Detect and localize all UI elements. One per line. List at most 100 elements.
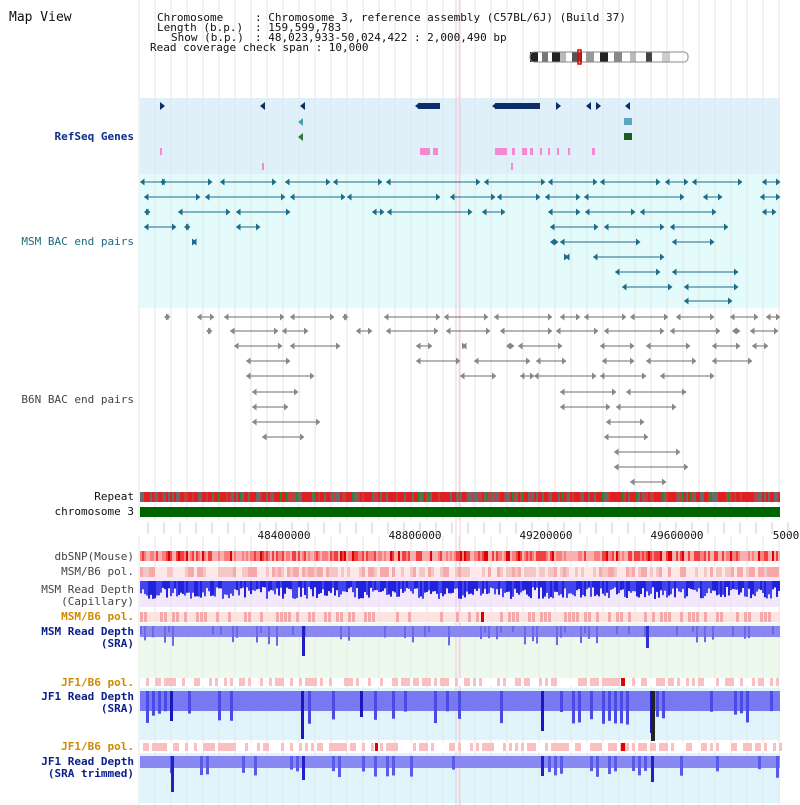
dbsnp-density bbox=[508, 551, 510, 561]
dbsnp-density bbox=[394, 551, 396, 561]
dbsnp-density bbox=[652, 551, 654, 561]
repeat-element bbox=[654, 492, 656, 502]
jf1-b6-pol-mark bbox=[632, 678, 635, 686]
msm-depth-cap-bar bbox=[328, 581, 330, 592]
repeat-element bbox=[412, 492, 414, 502]
repeat-element bbox=[586, 492, 588, 502]
msm-b6-pol-2-mark bbox=[288, 612, 291, 622]
msm-bac-end bbox=[436, 193, 441, 201]
jf1-depth-trim-bar bbox=[338, 756, 341, 778]
jf1-b6-pol-2-mark bbox=[554, 743, 557, 751]
repeat-element bbox=[630, 492, 632, 502]
track-label-jf1-b6-pol-1[interactable]: JF1/B6 pol. bbox=[61, 676, 134, 689]
dbsnp-density bbox=[154, 551, 156, 561]
track-label-jf1-depth-trim-1[interactable]: JF1 Read Depth bbox=[41, 755, 134, 768]
jf1-depth-sra-bar bbox=[230, 691, 233, 721]
track-label-jf1-depth-sra-1[interactable]: JF1 Read Depth bbox=[41, 690, 134, 703]
dbsnp-density bbox=[506, 551, 508, 561]
dbsnp-density bbox=[654, 551, 656, 561]
dbsnp-density bbox=[536, 551, 538, 561]
msm-bac-end bbox=[548, 178, 553, 186]
jf1-b6-pol-mark bbox=[581, 678, 584, 686]
jf1-depth-sra-bar bbox=[590, 691, 593, 720]
track-label-dbsnp[interactable]: dbSNP(Mouse) bbox=[54, 550, 134, 563]
msm-bac-end bbox=[272, 178, 277, 186]
track-label-chromosome[interactable]: chromosome 3 bbox=[54, 505, 134, 518]
track-label-msm-b6-pol-2[interactable]: MSM/B6 pol. bbox=[61, 610, 134, 623]
dbsnp-density bbox=[248, 551, 250, 561]
msm-depth-sra-bar bbox=[428, 626, 430, 633]
b6n-bac-end bbox=[686, 342, 691, 350]
msm-depth-cap-bar bbox=[220, 581, 222, 589]
track-label-msm-bac[interactable]: MSM BAC end pairs bbox=[21, 235, 134, 248]
msm-b6-pol-2-mark bbox=[668, 612, 671, 622]
jf1-depth-trim-bar bbox=[638, 756, 641, 776]
msm-depth-sra-bar bbox=[676, 626, 678, 636]
msm-depth-cap-bar bbox=[642, 581, 644, 589]
msm-depth-cap-bar bbox=[414, 581, 416, 589]
msm-depth-cap-bar bbox=[376, 581, 378, 591]
repeat-element bbox=[584, 492, 586, 502]
msm-depth-cap-bar bbox=[224, 581, 226, 595]
repeat-element bbox=[776, 492, 778, 502]
repeat-element bbox=[674, 492, 676, 502]
jf1-depth-sra-bar bbox=[560, 691, 563, 713]
msm-depth-cap-bar bbox=[712, 581, 714, 591]
repeat-element bbox=[182, 492, 184, 502]
dbsnp-density bbox=[772, 551, 774, 561]
repeat-element bbox=[622, 492, 624, 502]
repeat-element bbox=[174, 492, 176, 502]
track-label-msm-depth-cap-1[interactable]: MSM Read Depth bbox=[41, 583, 134, 596]
dbsnp-density bbox=[224, 551, 226, 561]
dbsnp-density bbox=[272, 551, 274, 561]
b6n-bac-end bbox=[530, 372, 535, 380]
repeat-element bbox=[628, 492, 630, 502]
length-key: Length (b.p.) bbox=[157, 21, 244, 34]
msm-depth-sra-bar bbox=[580, 626, 582, 644]
dbsnp-density bbox=[422, 551, 424, 561]
msm-depth-cap-bar bbox=[304, 581, 306, 595]
dbsnp-density bbox=[228, 551, 230, 561]
msm-depth-cap-bar bbox=[148, 581, 150, 599]
dbsnp-density bbox=[758, 551, 760, 561]
track-label-refseq[interactable]: RefSeq Genes bbox=[54, 130, 134, 143]
b6n-bac-end bbox=[518, 342, 523, 350]
jf1-b6-pol-2-mark bbox=[710, 743, 713, 751]
track-label-msm-b6-pol-1[interactable]: MSM/B6 pol. bbox=[61, 565, 134, 578]
repeat-element bbox=[718, 492, 720, 502]
b6n-bac-end bbox=[614, 448, 619, 456]
msm-b6-pol-mark bbox=[188, 567, 191, 577]
track-label-msm-depth-sra-1[interactable]: MSM Read Depth bbox=[41, 625, 134, 638]
repeat-element bbox=[236, 492, 238, 502]
repeat-element bbox=[716, 492, 718, 502]
b6n-bac-end bbox=[506, 342, 511, 350]
msm-b6-pol-2-mark bbox=[244, 612, 247, 622]
msm-depth-cap-bar bbox=[440, 581, 442, 594]
track-label-b6n-bac[interactable]: B6N BAC end pairs bbox=[21, 393, 134, 406]
msm-b6-pol-2-mark bbox=[476, 612, 479, 622]
dbsnp-density bbox=[456, 551, 458, 561]
dbsnp-density bbox=[234, 551, 236, 561]
repeat-element bbox=[506, 492, 508, 502]
msm-b6-pol-mark bbox=[371, 567, 374, 577]
jf1-b6-pol-mark bbox=[455, 678, 458, 686]
msm-depth-cap-bar bbox=[254, 581, 256, 591]
msm-b6-pol-mark bbox=[461, 567, 464, 577]
jf1-depth-trim-bar bbox=[392, 756, 395, 776]
jf1-b6-pol-2-mark bbox=[755, 743, 758, 751]
b6n-bac-end bbox=[526, 357, 531, 365]
jf1-b6-pol-mark bbox=[269, 678, 272, 686]
msm-b6-pol-mark bbox=[680, 567, 683, 577]
msm-bac-end bbox=[668, 283, 673, 291]
jf1-b6-pol-2-mark bbox=[194, 743, 197, 751]
track-label-jf1-b6-pol-2[interactable]: JF1/B6 pol. bbox=[61, 740, 134, 753]
msm-depth-cap-bar bbox=[250, 581, 252, 595]
jf1-b6-pol-2-mark bbox=[212, 743, 215, 751]
repeat-element bbox=[362, 492, 364, 502]
track-label-repeat[interactable]: Repeat bbox=[94, 490, 134, 503]
dbsnp-density bbox=[530, 551, 532, 561]
repeat-element bbox=[282, 492, 284, 502]
repeat-element bbox=[394, 492, 396, 502]
msm-b6-pol-mark bbox=[191, 567, 194, 577]
